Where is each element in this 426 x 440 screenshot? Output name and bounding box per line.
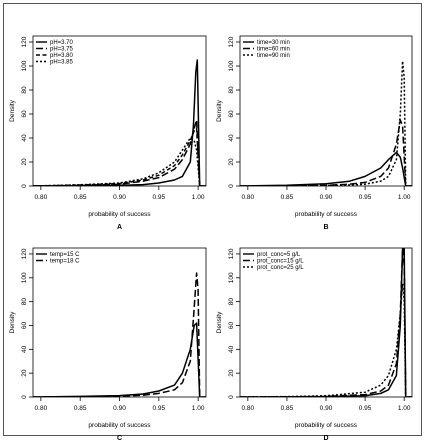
legend-entry: time=90 min	[257, 53, 290, 59]
y-axis-label: Density	[216, 99, 223, 121]
legend-entry: time=30 min	[257, 40, 290, 46]
x-tick-label: 0.90	[113, 194, 126, 201]
panel-label: C	[117, 435, 122, 440]
panel-label: A	[117, 224, 122, 231]
y-axis-label: Density	[216, 311, 223, 333]
x-tick-label: 0.85	[74, 194, 87, 201]
series-line	[33, 119, 206, 186]
y-tick-label: 20	[21, 158, 28, 166]
y-axis-label: Density	[9, 99, 16, 121]
figure-frame	[3, 3, 422, 436]
panel-a: 0.80 0.85 0.90 0.95 1.00 0 20 40 60 80 100 120 proba…	[9, 35, 207, 231]
y-tick-label: 0	[228, 395, 235, 399]
y-tick-label: 0	[21, 184, 28, 188]
x-tick-label: 0.90	[320, 194, 333, 201]
x-tick-label: 1.00	[398, 194, 411, 201]
x-axis-label: probability of success	[295, 211, 358, 218]
legend-entry: pH=3.80	[50, 53, 74, 59]
y-tick-label: 40	[21, 345, 28, 353]
legend-entry: pH=3.85	[50, 60, 74, 66]
y-tick-label: 0	[21, 395, 28, 399]
legend-entry: pH=3.70	[50, 40, 74, 46]
panel-d: 0.80 0.85 0.90 0.95 1.00 0 20 40 60 80 100 120 proba…	[216, 247, 413, 440]
x-tick-label: 0.85	[281, 194, 294, 201]
y-tick-label: 0	[228, 184, 235, 188]
x-tick-label: 0.80	[35, 194, 48, 201]
y-tick-label: 120	[21, 36, 28, 47]
y-tick-label: 60	[228, 321, 235, 329]
x-tick-label: 0.80	[35, 405, 48, 412]
legend-entry: prot_conc=5 g/L	[257, 252, 301, 258]
y-tick-label: 100	[21, 60, 28, 71]
x-tick-label: 0.95	[152, 194, 165, 201]
panel-b: 0.80 0.85 0.90 0.95 1.00 0 20 40 60 80 100 120 proba…	[216, 35, 413, 231]
y-tick-label: 100	[228, 272, 235, 283]
y-tick-label: 80	[21, 86, 28, 94]
y-tick-label: 20	[228, 369, 235, 377]
series-line	[33, 59, 206, 186]
y-tick-label: 40	[228, 345, 235, 353]
x-tick-label: 1.00	[192, 405, 205, 412]
series-line	[240, 283, 412, 397]
series-line	[33, 322, 206, 397]
legend-entry: pH=3.75	[50, 47, 74, 53]
legend-entry: prot_conc=25 g/L	[257, 265, 304, 271]
y-tick-label: 100	[21, 272, 28, 283]
panel-label: B	[323, 224, 328, 231]
series-line	[33, 137, 206, 186]
y-axis-label: Density	[9, 311, 16, 333]
series-line	[33, 127, 206, 186]
x-tick-label: 1.00	[398, 405, 411, 412]
legend-entry: temp=18 C	[50, 259, 80, 265]
legend-entry: prot_conc=15 g/L	[257, 259, 304, 265]
y-tick-label: 120	[21, 248, 28, 259]
y-tick-label: 20	[21, 369, 28, 377]
y-tick-label: 80	[228, 298, 235, 306]
x-tick-label: 0.95	[359, 194, 372, 201]
y-tick-label: 80	[21, 298, 28, 306]
legend-entry: time=60 min	[257, 47, 290, 53]
x-tick-label: 0.80	[241, 405, 254, 412]
y-tick-label: 80	[228, 86, 235, 94]
x-tick-label: 1.00	[192, 194, 205, 201]
x-tick-label: 0.80	[241, 194, 254, 201]
x-axis-label: probability of success	[88, 211, 151, 218]
plot-box	[32, 247, 207, 398]
series-line	[240, 151, 412, 186]
y-tick-label: 40	[21, 134, 28, 142]
y-tick-label: 120	[228, 248, 235, 259]
panel-c: 0.80 0.85 0.90 0.95 1.00 0 20 40 60 80 100 120 proba…	[9, 247, 207, 440]
x-axis-label: probability of success	[295, 422, 358, 429]
series-line	[33, 272, 206, 397]
y-tick-label: 20	[228, 158, 235, 166]
x-axis-label: probability of success	[88, 422, 151, 429]
x-tick-label: 0.90	[113, 405, 126, 412]
x-tick-label: 0.95	[152, 405, 165, 412]
x-tick-label: 0.85	[74, 405, 87, 412]
x-tick-label: 0.95	[359, 405, 372, 412]
series-line	[240, 248, 412, 397]
series-line	[240, 60, 412, 186]
series-line	[240, 119, 412, 186]
legend-entry: temp=15 C	[50, 252, 80, 258]
y-tick-label: 100	[228, 60, 235, 71]
y-tick-label: 40	[228, 134, 235, 142]
x-tick-label: 0.85	[281, 405, 294, 412]
x-tick-label: 0.90	[320, 405, 333, 412]
y-tick-label: 60	[21, 110, 28, 118]
y-tick-label: 60	[228, 110, 235, 118]
y-tick-label: 60	[21, 321, 28, 329]
panel-label: D	[323, 435, 328, 440]
y-tick-label: 120	[228, 36, 235, 47]
